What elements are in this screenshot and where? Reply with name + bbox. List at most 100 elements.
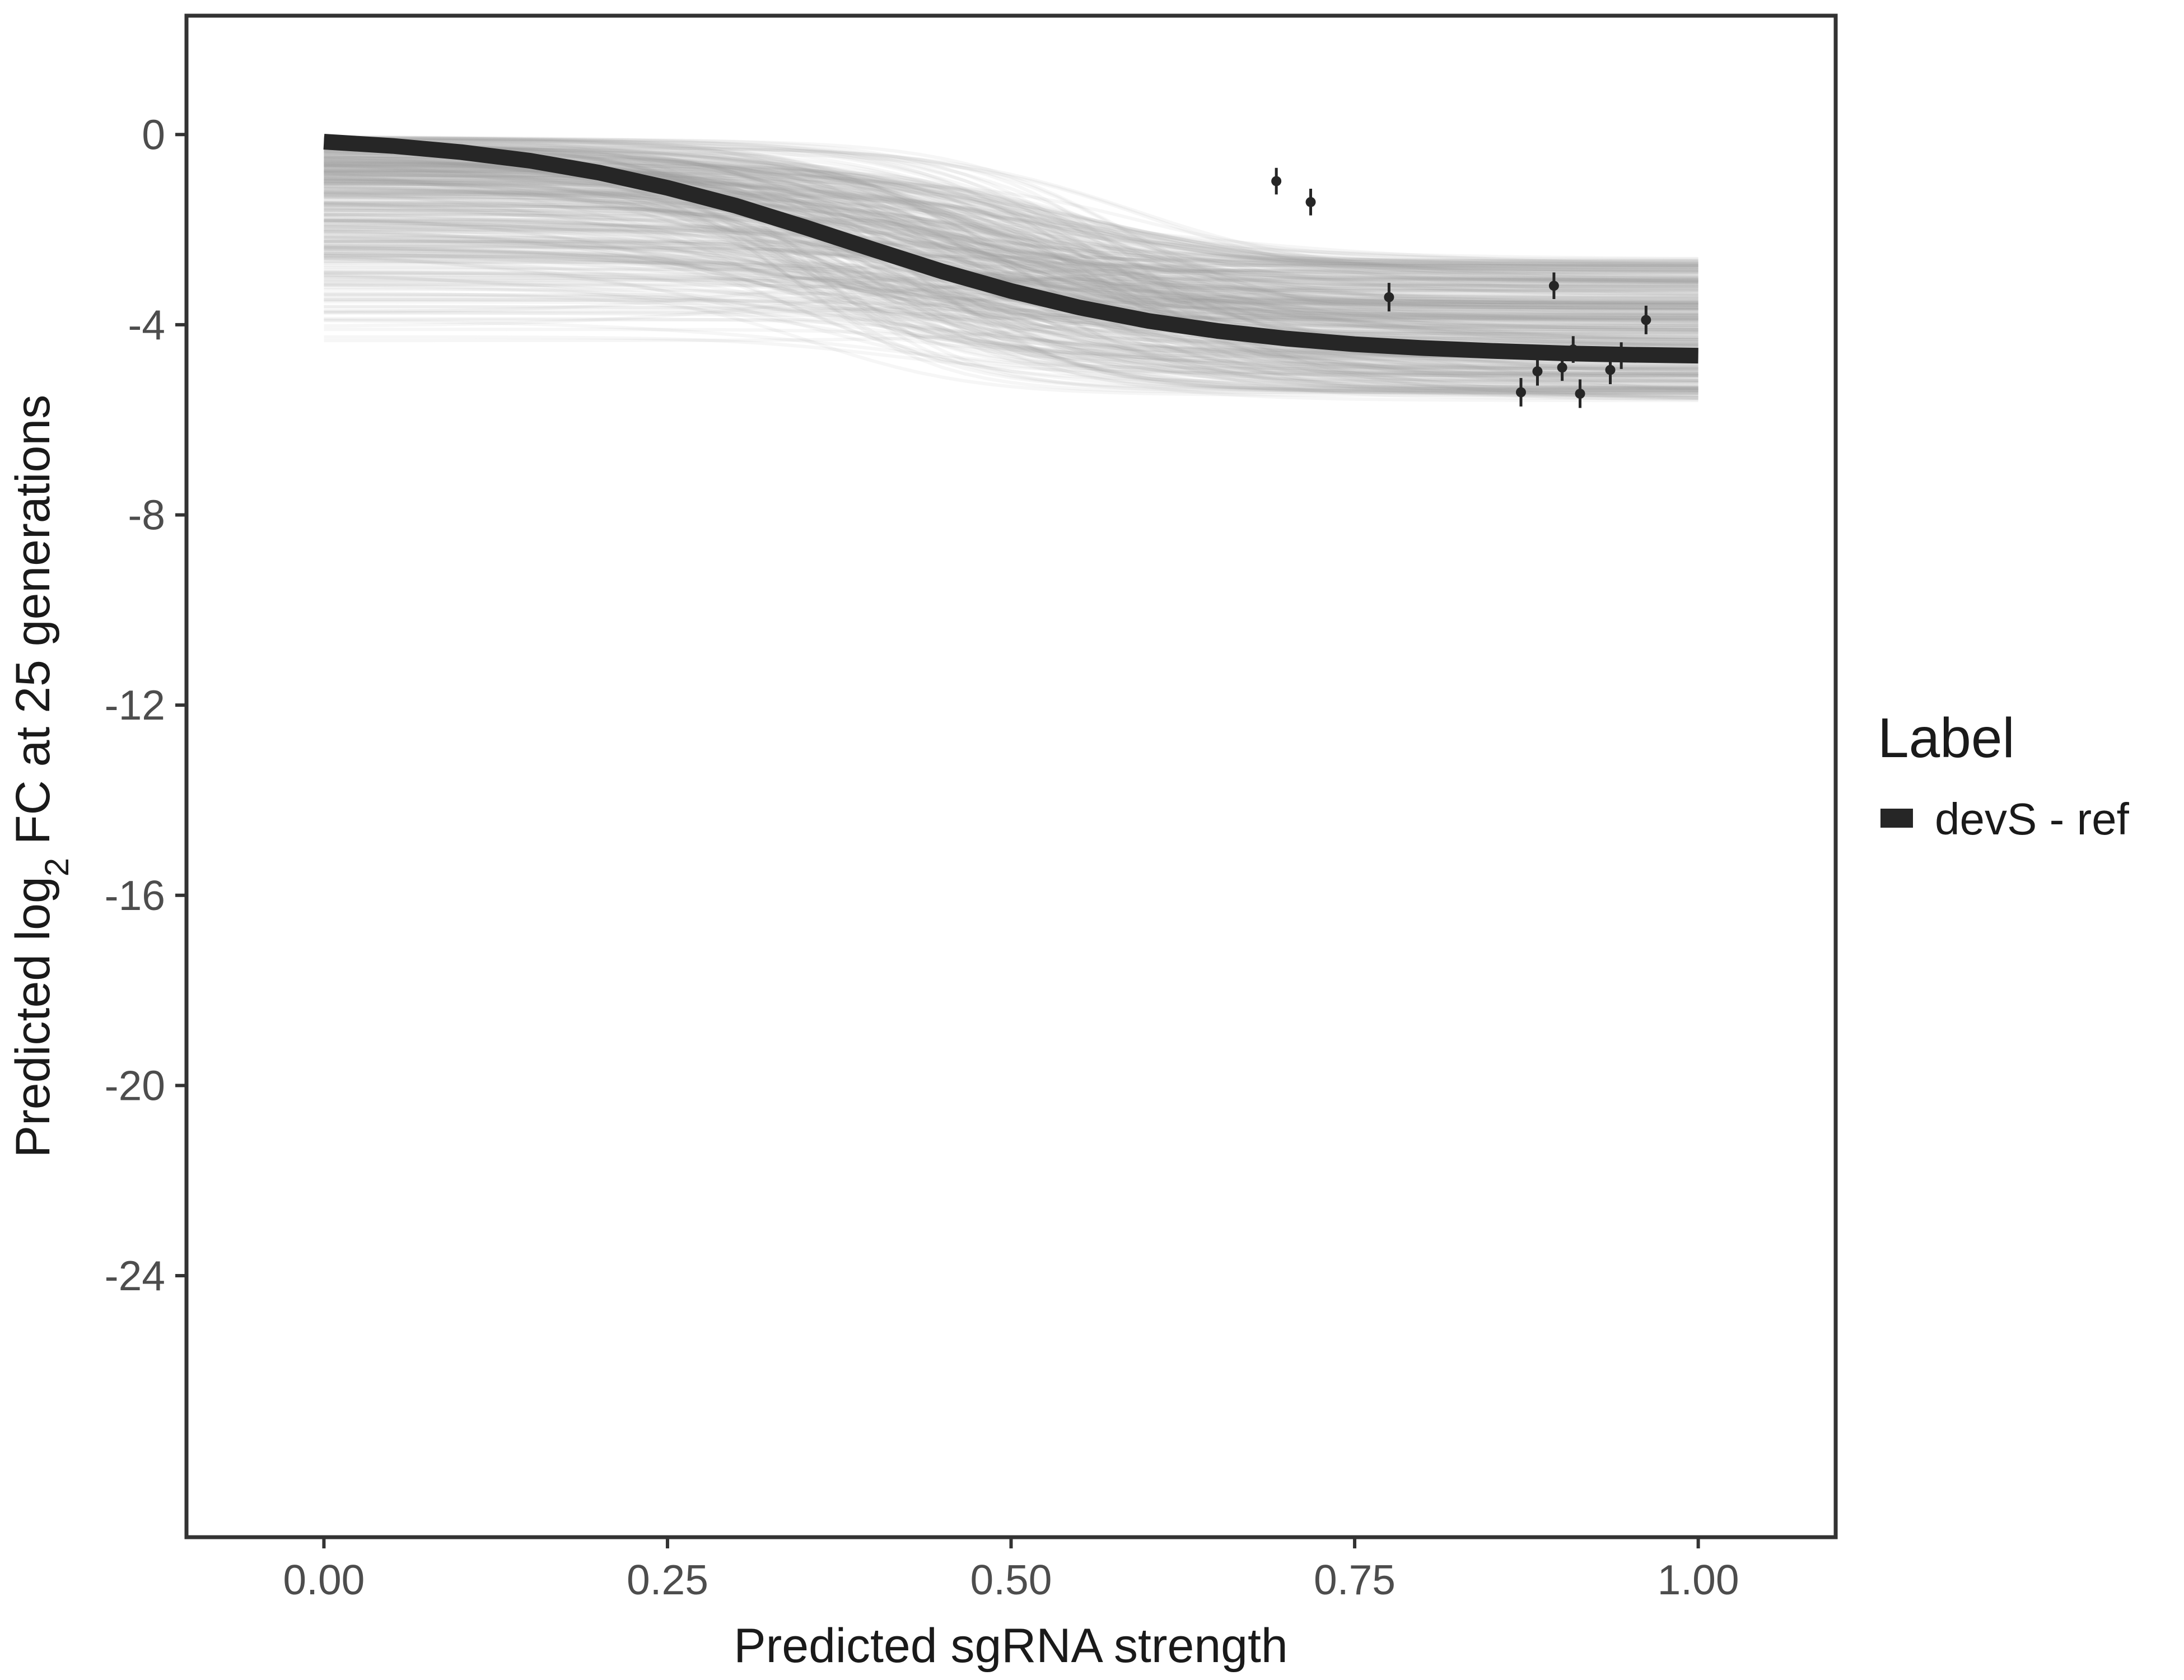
posterior-draw-line <box>324 265 1698 328</box>
posterior-draw-line <box>324 168 1698 326</box>
point-marker <box>1575 389 1585 399</box>
y-axis-title: Predicted log2 FC at 25 generations <box>6 395 76 1158</box>
posterior-draw-line <box>324 208 1698 305</box>
posterior-draw-line <box>324 249 1698 342</box>
x-axis-title: Predicted sgRNA strength <box>734 1619 1288 1673</box>
data-point <box>1568 336 1579 363</box>
posterior-draw-line <box>324 221 1698 326</box>
posterior-draw-line <box>324 172 1698 391</box>
posterior-draw-line <box>324 137 1698 380</box>
posterior-draw-line <box>324 212 1698 279</box>
posterior-draw-line <box>324 182 1698 301</box>
posterior-draw-line <box>324 192 1698 288</box>
posterior-draw-line <box>324 172 1698 383</box>
posterior-draw-line <box>324 143 1698 399</box>
posterior-draw-line <box>324 147 1698 394</box>
posterior-draw-line <box>324 213 1698 285</box>
posterior-draw-line <box>324 212 1698 333</box>
posterior-draw-line <box>324 165 1698 375</box>
posterior-draw-line <box>324 188 1698 399</box>
point-marker <box>1641 315 1651 325</box>
posterior-draw-line <box>324 300 1698 391</box>
posterior-draw-line <box>324 146 1698 307</box>
posterior-draw-line <box>324 171 1698 270</box>
posterior-draw-line <box>324 200 1698 309</box>
point-marker <box>1384 292 1394 302</box>
posterior-draw-line <box>324 208 1698 273</box>
posterior-draw-line <box>324 189 1698 269</box>
posterior-draw-line <box>324 144 1698 376</box>
posterior-draw-line <box>324 174 1698 287</box>
posterior-draw-line <box>324 227 1698 311</box>
posterior-draw-line <box>324 193 1698 315</box>
posterior-draw-line <box>324 137 1698 298</box>
posterior-draw-line <box>324 282 1698 400</box>
posterior-draw-line <box>324 194 1698 310</box>
y-axis-title-subscript: 2 <box>38 858 76 876</box>
posterior-draw-line <box>324 182 1698 368</box>
posterior-draw-line <box>324 195 1698 321</box>
posterior-draw-line <box>324 175 1698 361</box>
posterior-draw-line <box>324 319 1698 395</box>
point-marker <box>1548 281 1559 291</box>
posterior-draw-line <box>324 276 1698 282</box>
posterior-draw-line <box>324 178 1698 348</box>
posterior-draw-line <box>324 185 1698 329</box>
posterior-draw-line <box>324 252 1698 337</box>
posterior-draw-line <box>324 202 1698 272</box>
posterior-draw-line <box>324 135 1698 290</box>
posterior-draw-line <box>324 170 1698 347</box>
posterior-draw-line <box>324 140 1698 393</box>
posterior-draw-line <box>324 179 1698 261</box>
posterior-draw-line <box>324 185 1698 306</box>
posterior-draw-line <box>324 174 1698 324</box>
posterior-draw-line <box>324 184 1698 279</box>
posterior-draw-line <box>324 208 1698 318</box>
posterior-draw-line <box>324 237 1698 394</box>
posterior-draw-line <box>324 146 1698 320</box>
posterior-draw-line <box>324 254 1698 263</box>
posterior-draw-line <box>324 179 1698 348</box>
posterior-draw-line <box>324 181 1698 316</box>
posterior-draw-line <box>324 259 1698 306</box>
point-marker <box>1532 366 1543 377</box>
x-tick-label: 1.00 <box>1658 1556 1739 1603</box>
posterior-draw-line <box>324 276 1698 283</box>
posterior-draw-line <box>324 139 1698 284</box>
posterior-draw-line <box>324 239 1698 283</box>
posterior-draw-line <box>324 177 1698 342</box>
posterior-draw-line <box>324 267 1698 314</box>
posterior-draw-line <box>324 286 1698 397</box>
posterior-draw-line <box>324 140 1698 278</box>
data-point <box>1515 377 1526 407</box>
posterior-draw-line <box>324 218 1698 378</box>
posterior-draw-line <box>324 335 1698 375</box>
posterior-draw-line <box>324 155 1698 309</box>
posterior-draw-line <box>324 179 1698 328</box>
posterior-draw-line <box>324 256 1698 403</box>
posterior-draw-line <box>324 247 1698 384</box>
posterior-draw-line <box>324 201 1698 268</box>
x-axis: 0.00 0.25 0.50 0.75 1.00 <box>283 1537 1739 1603</box>
posterior-draw-line <box>324 265 1698 296</box>
posterior-draw-line <box>324 259 1698 310</box>
posterior-draw-line <box>324 140 1698 332</box>
posterior-draw-line <box>324 174 1698 265</box>
posterior-draw-line <box>324 202 1698 293</box>
posterior-draw-line <box>324 261 1698 282</box>
posterior-draw-line <box>324 171 1698 296</box>
posterior-draw-line <box>324 244 1698 264</box>
fit-curve-devs-ref <box>323 134 1698 364</box>
posterior-draw-line <box>324 240 1698 267</box>
posterior-draw-line <box>324 152 1698 288</box>
posterior-draw-line <box>324 256 1698 396</box>
posterior-draw-line <box>324 212 1698 393</box>
posterior-draw-line <box>324 311 1698 322</box>
posterior-draw-line <box>324 236 1698 318</box>
posterior-draw-line <box>324 282 1698 342</box>
posterior-draw-line <box>324 245 1698 397</box>
posterior-draw-line <box>324 225 1698 371</box>
posterior-draw-line <box>324 144 1698 390</box>
